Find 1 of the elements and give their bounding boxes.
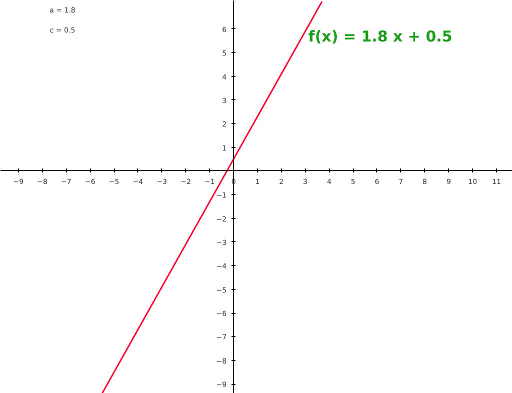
annotation: f(x) = 1.8 x + 0.5 <box>308 28 452 46</box>
